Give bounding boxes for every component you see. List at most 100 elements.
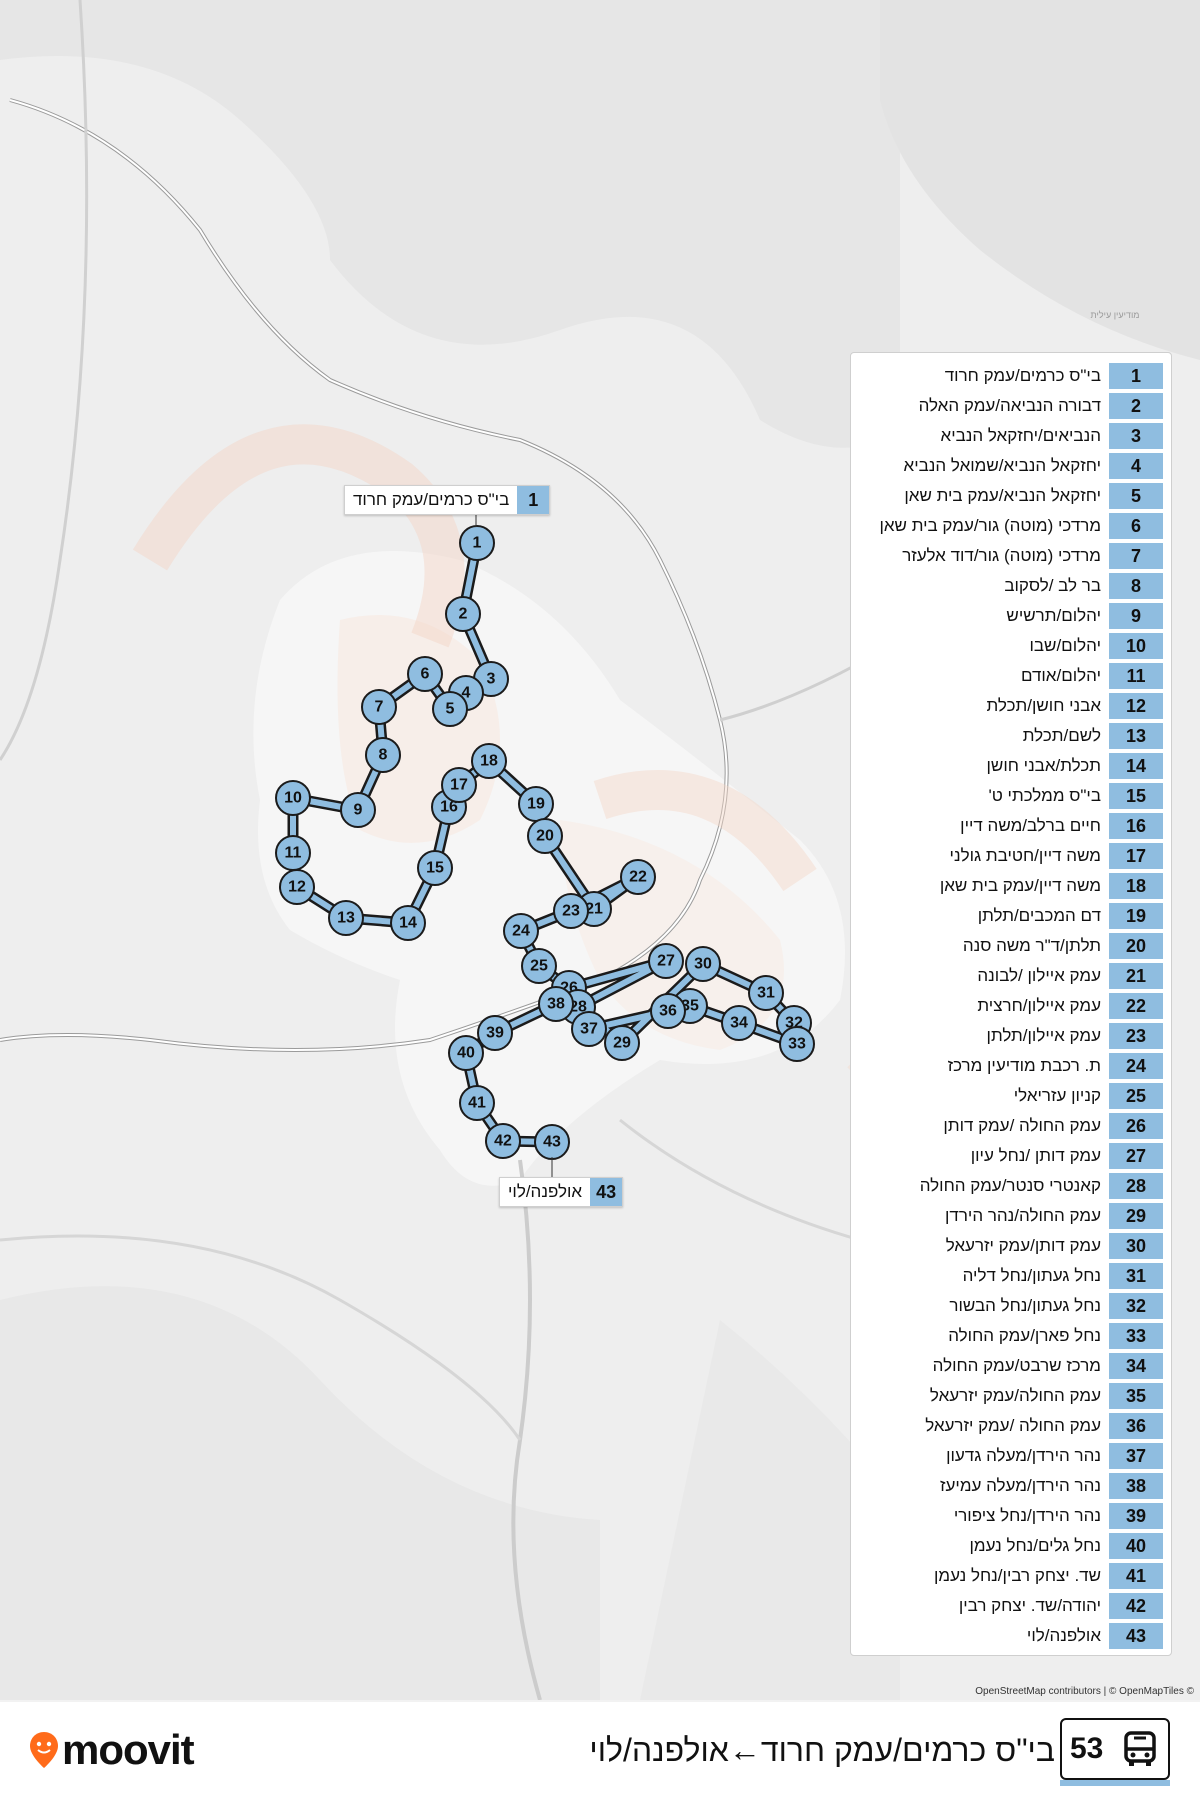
legend-item[interactable]: יחזקאל הנביא/עמק בית שאן 5 [859, 481, 1163, 511]
legend-item[interactable]: מרדכי (מוטה) גור/עמק בית שאן 6 [859, 511, 1163, 541]
stop-marker[interactable]: 33 [779, 1026, 815, 1062]
stop-marker[interactable]: 5 [432, 691, 468, 727]
legend-stop-name: קאנטרי סנטר/עמק החולה [919, 1176, 1101, 1195]
legend-item[interactable]: עמק החולה /עמק יזרעאל 36 [859, 1411, 1163, 1441]
legend-item[interactable]: נהר הירדן/מעלה גדעון 37 [859, 1441, 1163, 1471]
route-map[interactable]: מודיעין עילית 1 2 3 4 5 6 7 8 9 10 11 12 13 14 15 16 17 1… [0, 0, 1200, 1700]
legend-item[interactable]: מרכז שרבט/עמק החולה 34 [859, 1351, 1163, 1381]
legend-item[interactable]: בי"ס כרמים/עמק חרוד 1 [859, 361, 1163, 391]
footer-bar: moovit בי"ס כרמים/עמק חרוד←אולפנה/לוי 53 [0, 1702, 1200, 1800]
stop-marker[interactable]: 19 [518, 786, 554, 822]
legend-item[interactable]: נהר הירדן/נחל ציפורי 39 [859, 1501, 1163, 1531]
stop-marker-number: 5 [446, 701, 455, 718]
legend-item[interactable]: יהלום/תרשיש 9 [859, 601, 1163, 631]
stop-marker[interactable]: 42 [485, 1123, 521, 1159]
legend-item[interactable]: דבורה הנביאה/עמק האלה 2 [859, 391, 1163, 421]
stop-marker[interactable]: 23 [553, 893, 589, 929]
legend-stop-name: ת. רכבת מודיעין מרכז [947, 1056, 1101, 1075]
legend-item[interactable]: עמק איילון /לבונה 21 [859, 961, 1163, 991]
moovit-logo[interactable]: moovit [30, 1726, 195, 1774]
legend-item[interactable]: דם המכבים/תלתן 19 [859, 901, 1163, 931]
legend-item[interactable]: משה דיין/חטיבת גולני 17 [859, 841, 1163, 871]
stop-marker[interactable]: 6 [407, 656, 443, 692]
legend-item[interactable]: עמק דותן /נחל עיון 27 [859, 1141, 1163, 1171]
stop-marker[interactable]: 14 [390, 905, 426, 941]
stop-marker[interactable]: 25 [521, 948, 557, 984]
legend-item[interactable]: עמק החולה /עמק דותן 26 [859, 1111, 1163, 1141]
stop-marker[interactable]: 30 [685, 946, 721, 982]
stop-marker[interactable]: 24 [503, 913, 539, 949]
legend-item[interactable]: תכלת/אבני חושן 14 [859, 751, 1163, 781]
stop-marker[interactable]: 2 [445, 596, 481, 632]
legend-item[interactable]: לשם/תכלת 13 [859, 721, 1163, 751]
legend-item[interactable]: תלתן/ד"ר משה סנה 20 [859, 931, 1163, 961]
stop-marker[interactable]: 10 [275, 780, 311, 816]
legend-item[interactable]: יהלום/שבו 10 [859, 631, 1163, 661]
stop-marker[interactable]: 13 [328, 900, 364, 936]
legend-item[interactable]: קניון עזריאלי 25 [859, 1081, 1163, 1111]
legend-item[interactable]: בי"ס ממלכתי ט' 15 [859, 781, 1163, 811]
legend-item[interactable]: עמק החולה/עמק יזרעאל 35 [859, 1381, 1163, 1411]
map-attribution[interactable]: OpenStreetMap contributors | © OpenMapTi… [975, 1686, 1194, 1697]
stop-marker-circle [445, 596, 481, 632]
stop-marker[interactable]: 27 [648, 943, 684, 979]
legend-stop-name: נחל פארן/עמק החולה [948, 1326, 1101, 1345]
legend-item[interactable]: מרדכי (מוטה) גור/דוד אלעזר 7 [859, 541, 1163, 571]
stops-legend[interactable]: בי"ס כרמים/עמק חרוד 1 דבורה הנביאה/עמק האל… [850, 352, 1172, 1656]
legend-item[interactable]: עמק החולה/נהר הירדן 29 [859, 1201, 1163, 1231]
stop-marker[interactable]: 18 [471, 743, 507, 779]
legend-item[interactable]: עמק איילון/חרצית 22 [859, 991, 1163, 1021]
stop-marker[interactable]: 36 [650, 993, 686, 1029]
legend-item[interactable]: שד. יצחק רבין/נחל נעמן 41 [859, 1561, 1163, 1591]
stop-marker[interactable]: 40 [448, 1035, 484, 1071]
stop-marker[interactable]: 7 [361, 689, 397, 725]
stop-marker[interactable]: 37 [571, 1011, 607, 1047]
stop-marker-number: 18 [480, 753, 498, 770]
legend-item[interactable]: הנביאים/יחזקאל הנביא 3 [859, 421, 1163, 451]
legend-item[interactable]: משה דיין/עמק בית שאן 18 [859, 871, 1163, 901]
stop-marker[interactable]: 8 [365, 737, 401, 773]
stop-marker-number: 2 [459, 606, 468, 623]
start-stop-label[interactable]: בי"ס כרמים/עמק חרוד 1 [344, 485, 551, 515]
end-stop-name: אולפנה/לוי [508, 1182, 583, 1201]
legend-item[interactable]: חיים ברלב/משה דיין 16 [859, 811, 1163, 841]
legend-item[interactable]: נהר הירדן/מעלה עמיעז 38 [859, 1471, 1163, 1501]
stop-marker-number: 24 [512, 923, 530, 940]
legend-item[interactable]: יהודה/שד. יצחק רבין 42 [859, 1591, 1163, 1621]
stop-marker[interactable]: 22 [620, 859, 656, 895]
legend-item[interactable]: בר לב /לסקוב 8 [859, 571, 1163, 601]
stop-marker[interactable]: 31 [748, 975, 784, 1011]
legend-item[interactable]: ת. רכבת מודיעין מרכז 24 [859, 1051, 1163, 1081]
stop-marker[interactable]: 34 [721, 1005, 757, 1041]
legend-stop-number: 6 [1109, 513, 1163, 539]
stop-marker[interactable]: 29 [604, 1025, 640, 1061]
legend-item[interactable]: יחזקאל הנביא/שמואל הנביא 4 [859, 451, 1163, 481]
legend-item[interactable]: נחל געתון/נחל הבשור 32 [859, 1291, 1163, 1321]
stop-marker[interactable]: 15 [417, 850, 453, 886]
stop-marker[interactable]: 12 [279, 869, 315, 905]
legend-item[interactable]: עמק איילון/תלתן 23 [859, 1021, 1163, 1051]
legend-item[interactable]: נחל גלים/נחל נעמן 40 [859, 1531, 1163, 1561]
stop-marker[interactable]: 11 [275, 835, 311, 871]
legend-item[interactable]: אולפנה/לוי 43 [859, 1621, 1163, 1651]
legend-stop-name: הנביאים/יחזקאל הנביא [940, 426, 1101, 445]
moovit-wordmark: moovit [62, 1726, 195, 1773]
stop-marker[interactable]: 17 [441, 767, 477, 803]
legend-item[interactable]: אבני חושן/תכלת 12 [859, 691, 1163, 721]
stop-marker[interactable]: 43 [534, 1124, 570, 1160]
legend-stop-number: 17 [1109, 843, 1163, 869]
stop-marker[interactable]: 41 [459, 1085, 495, 1121]
legend-item[interactable]: עמק דותן/עמק יזרעאל 30 [859, 1231, 1163, 1261]
legend-item[interactable]: נחל פארן/עמק החולה 33 [859, 1321, 1163, 1351]
legend-item[interactable]: יהלום/אודם 11 [859, 661, 1163, 691]
stop-marker[interactable]: 20 [527, 818, 563, 854]
stop-marker[interactable]: 39 [477, 1015, 513, 1051]
stop-marker-number: 10 [284, 790, 302, 807]
stop-marker[interactable]: 9 [340, 792, 376, 828]
legend-item[interactable]: קאנטרי סנטר/עמק החולה 28 [859, 1171, 1163, 1201]
stop-marker[interactable]: 38 [538, 986, 574, 1022]
legend-stop-name: עמק החולה/נהר הירדן [944, 1206, 1101, 1225]
stop-marker[interactable]: 1 [459, 525, 495, 561]
end-stop-label[interactable]: אולפנה/לוי 43 [499, 1177, 624, 1207]
legend-item[interactable]: נחל געתון/נחל דליה 31 [859, 1261, 1163, 1291]
